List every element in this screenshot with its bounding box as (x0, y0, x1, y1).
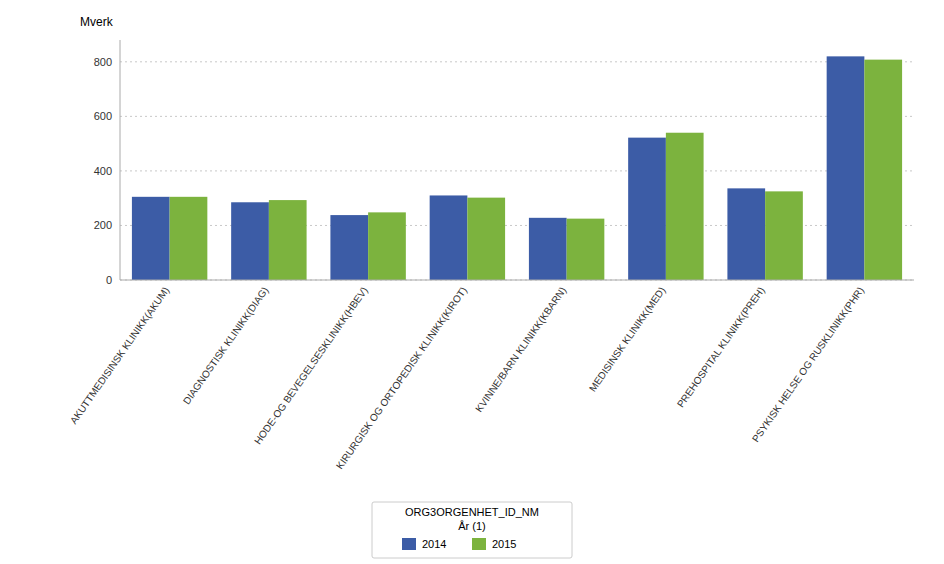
bar (765, 191, 803, 280)
legend-swatch (472, 538, 486, 550)
bar (170, 197, 208, 280)
bar (864, 60, 902, 280)
y-tick-label: 400 (94, 165, 112, 177)
legend-label: 2014 (422, 538, 446, 550)
bar (330, 215, 368, 280)
chart-svg: 0 200 400 600 800 Mverk AKUTTMEDISINSK KLINIKK… (0, 0, 944, 564)
x-tick-label: PREHOSPITAL KLINIKK(PREH) (675, 285, 767, 410)
bar (368, 212, 406, 280)
y-tick-label: 200 (94, 219, 112, 231)
chart-container: 0 200 400 600 800 Mverk AKUTTMEDISINSK KLINIKK… (0, 0, 944, 564)
x-tick-label: PSYKISK HELSE OG RUSKLINIKK(PHR) (750, 285, 866, 444)
grid-line (120, 170, 914, 171)
y-axis-label: Mverk (80, 15, 114, 29)
y-tick-label: 0 (106, 274, 112, 286)
grid-line (120, 116, 914, 117)
bar (132, 197, 170, 280)
y-tick-label: 800 (94, 56, 112, 68)
y-axis-line (120, 40, 121, 280)
bar (628, 138, 666, 280)
bar (727, 188, 765, 280)
x-tick-label: AKUTTMEDISINSK KLINIKK(AKUM) (68, 285, 171, 426)
legend-frame (372, 502, 572, 558)
legend-label: 2015 (492, 538, 516, 550)
legend: ORG3ORGENHET_ID_NM År (1) 2014 2015 (372, 502, 572, 558)
bar (666, 133, 704, 280)
legend-swatch (402, 538, 416, 550)
bar (269, 200, 307, 280)
legend-title: ORG3ORGENHET_ID_NM (405, 506, 539, 518)
legend-subtitle: År (1) (458, 520, 486, 532)
y-tick-label: 600 (94, 110, 112, 122)
bars (132, 56, 902, 280)
x-tick-label: HODE-OG BEVEGELSESKLINIKK(HBEV) (252, 285, 370, 447)
bar (529, 218, 567, 280)
bar (567, 219, 605, 280)
bar (430, 195, 468, 280)
x-axis-line (120, 280, 914, 281)
x-tick-label: MEDISINSK KLINIKK(MED) (587, 285, 668, 394)
x-tick-label: KVINNE/BARN KLINIKK(KBARN) (473, 285, 568, 414)
grid-line (120, 61, 914, 62)
bar (827, 56, 865, 280)
grid (120, 62, 914, 280)
x-tick-label: KIRURGISK OG ORTOPEDISK KLINIKK(KIROT) (334, 285, 469, 471)
x-tick-label: DIAGNOSTISK KLINIKK(DIAG) (181, 285, 271, 406)
bar (231, 202, 269, 280)
grid-line (120, 280, 914, 281)
bar (467, 198, 505, 280)
